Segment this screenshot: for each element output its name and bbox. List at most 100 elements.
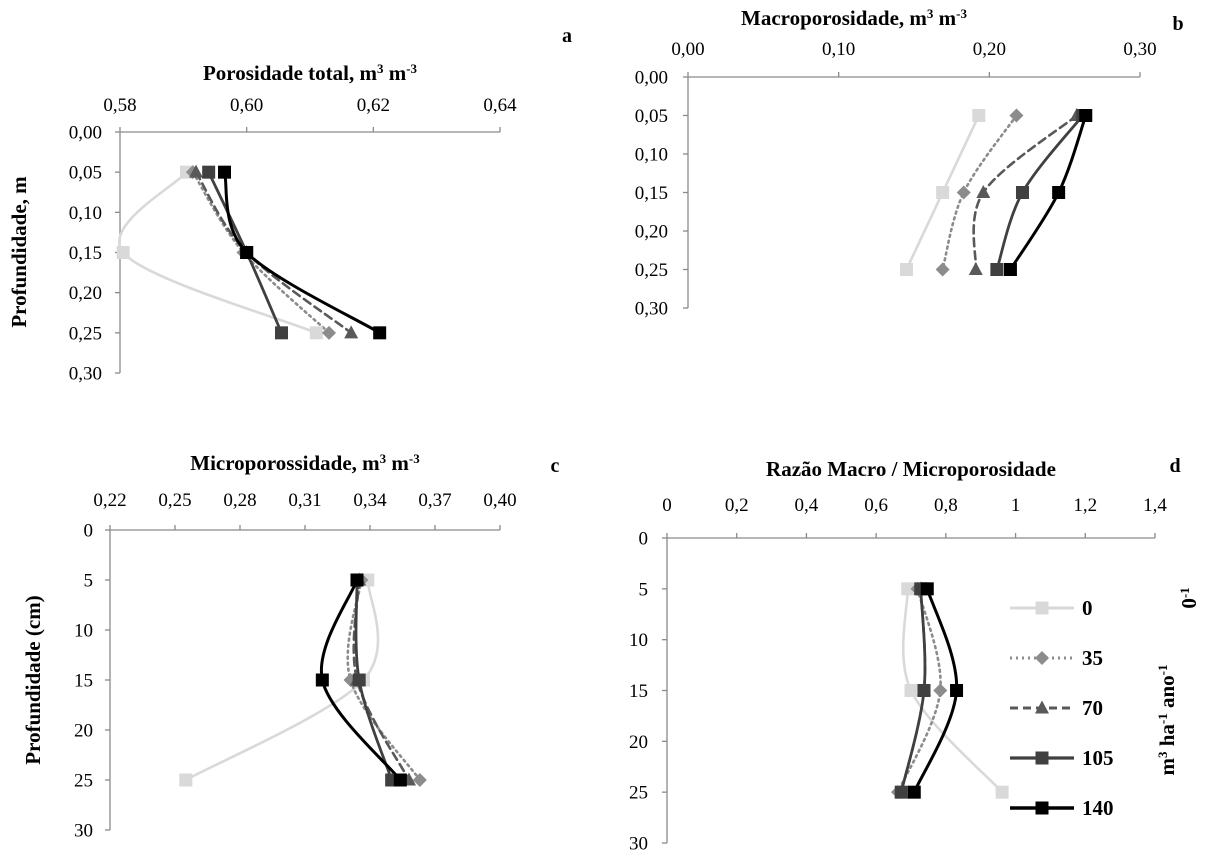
data-point-140 xyxy=(907,785,921,799)
y-tick-label: 25 xyxy=(629,783,648,804)
x-tick-label: 0,58 xyxy=(103,95,136,116)
data-point-0 xyxy=(904,684,918,697)
data-point-35 xyxy=(935,262,950,277)
y-tick-label: 0 xyxy=(639,529,649,550)
y-axis-label: Profundidade, m xyxy=(7,176,31,328)
data-point-105 xyxy=(275,326,288,340)
y-tick-label: 0 xyxy=(84,521,94,542)
y-tick-label: 0,00 xyxy=(69,123,102,144)
series-line-70 xyxy=(352,578,411,782)
data-point-105 xyxy=(990,263,1004,276)
data-point-70 xyxy=(968,262,983,275)
data-point-70 xyxy=(976,185,991,198)
y-tick-label: 0,25 xyxy=(635,260,668,281)
data-point-0 xyxy=(901,582,915,596)
y-tick-label: 0,10 xyxy=(635,145,668,166)
x-tick-label: 0,28 xyxy=(223,490,256,511)
y-tick-label: 20 xyxy=(74,721,93,742)
x-tick-label: 0,00 xyxy=(671,39,704,60)
y-axis-label: Profundidade (cm) xyxy=(21,595,45,764)
y-tick-label: 10 xyxy=(629,630,648,651)
x-tick-label: 0,25 xyxy=(158,490,191,511)
legend-label-105: 105 xyxy=(1082,746,1114,770)
y-tick-label: 0,25 xyxy=(69,323,102,344)
y-tick-label: 0,05 xyxy=(69,163,102,184)
data-point-0 xyxy=(972,109,986,122)
data-point-70 xyxy=(344,325,359,339)
data-point-140 xyxy=(350,573,364,587)
panel-c: 0,22 0,25 0,28 0,31 0,34 0,37 0,40 0 5 10 15 20 25 30… xyxy=(21,451,560,842)
data-point-105 xyxy=(1015,186,1029,199)
y-tick-label: 0,05 xyxy=(635,106,668,127)
data-point-140 xyxy=(920,582,934,596)
x-tick-label: 0,34 xyxy=(353,490,387,511)
series-line-0 xyxy=(118,170,318,335)
x-tick-label: 0,22 xyxy=(93,490,126,511)
data-point-35 xyxy=(1009,108,1024,123)
data-point-105 xyxy=(352,673,366,687)
legend-label-0: 0 xyxy=(1082,596,1093,620)
y-tick-label: 0,15 xyxy=(69,243,102,264)
x-tick-label: 0,20 xyxy=(973,39,1006,60)
x-tick-label: 0,60 xyxy=(230,95,263,116)
data-point-0 xyxy=(309,326,323,340)
x-tick-label: 0,2 xyxy=(725,495,749,516)
panel-a: 0,58 0,60 0,62 0,64 0,00 0,05 0,10 0,15 0,20 0,25… xyxy=(7,25,572,385)
y-tick-label: 0,30 xyxy=(635,299,668,320)
y-tick-label: 0,10 xyxy=(69,203,102,224)
data-point-35 xyxy=(956,185,971,200)
y-tick-label: 30 xyxy=(74,821,93,842)
data-point-0 xyxy=(179,773,193,787)
chart-title: Razão Macro / Microporosidade xyxy=(766,457,1056,481)
y-tick-label: 0,00 xyxy=(635,68,668,89)
data-point-35 xyxy=(412,773,427,787)
x-tick-label: 1 xyxy=(1011,495,1021,516)
data-point-140 xyxy=(315,673,329,687)
x-tick-label: 0,62 xyxy=(357,95,390,116)
legend-marker-105 xyxy=(1035,751,1049,765)
x-tick-label: 0,10 xyxy=(822,39,855,60)
y-tick-label: 20 xyxy=(629,732,648,753)
data-point-105 xyxy=(894,785,908,799)
x-tick-label: 0,64 xyxy=(483,95,517,116)
data-point-0 xyxy=(116,246,130,259)
legend-side-label: 0-1 xyxy=(1177,587,1202,608)
y-tick-label: 15 xyxy=(74,671,93,692)
x-tick-label: 0,40 xyxy=(483,490,516,511)
panel-d: 0 0,2 0,4 0,6 0,8 1 1,2 1,4 0 5 10 15 20 25 30 Razão Ma… xyxy=(629,455,1181,854)
y-tick-label: 0,20 xyxy=(635,222,668,243)
x-tick-label: 1,4 xyxy=(1143,495,1167,516)
y-tick-label: 5 xyxy=(639,579,649,600)
legend-label-35: 35 xyxy=(1082,646,1103,670)
x-tick-label: 0,37 xyxy=(418,490,451,511)
series-line-0 xyxy=(184,578,380,782)
data-point-140 xyxy=(393,773,407,787)
data-point-0 xyxy=(899,263,913,276)
legend-marker-35 xyxy=(1035,651,1049,665)
y-tick-label: 5 xyxy=(84,571,94,592)
chart-title: Porosidade total, m3 m-3 xyxy=(203,61,418,86)
data-point-140 xyxy=(240,246,254,259)
data-point-140 xyxy=(950,684,964,697)
y-tick-label: 15 xyxy=(629,681,648,702)
data-point-140 xyxy=(1052,186,1066,199)
x-tick-label: 0 xyxy=(662,495,672,516)
x-tick-label: 0,4 xyxy=(795,495,819,516)
panel-letter: d xyxy=(1169,455,1180,477)
x-tick-label: 0,8 xyxy=(934,495,958,516)
data-point-0 xyxy=(995,785,1009,799)
legend-label-70: 70 xyxy=(1082,696,1103,720)
legend-unit-title: m3 ha-1 ano-1 xyxy=(1155,664,1180,775)
x-tick-label: 0,31 xyxy=(288,490,321,511)
data-point-140 xyxy=(373,326,387,340)
series-line-35 xyxy=(191,170,331,335)
panel-letter: c xyxy=(551,455,560,477)
y-tick-label: 0,30 xyxy=(69,364,102,385)
data-point-105 xyxy=(202,165,216,179)
chart-title: Macroporosidade, m3 m-3 xyxy=(741,6,967,31)
data-point-35 xyxy=(933,683,948,698)
data-point-140 xyxy=(218,165,231,179)
y-tick-label: 30 xyxy=(629,834,648,854)
data-point-140 xyxy=(1079,109,1093,122)
legend: 0 35 70 105 140 m3 ha-1 ano-1 0-1 xyxy=(1010,587,1201,820)
